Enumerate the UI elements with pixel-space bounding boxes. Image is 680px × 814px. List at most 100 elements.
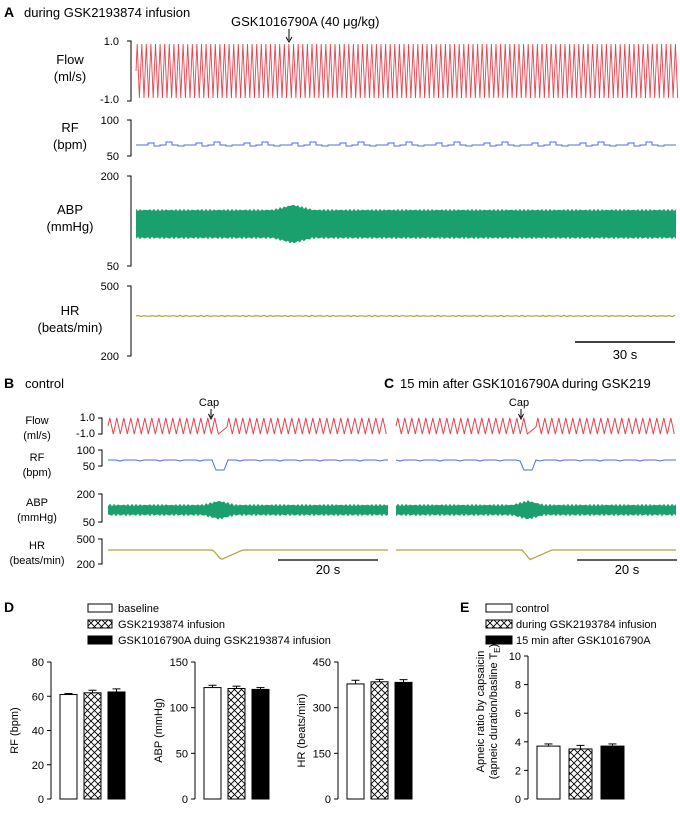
bar-2-0 — [203, 687, 222, 800]
y-axis-label-close: ) — [488, 644, 500, 648]
bar-chart-3: 0 150 300 450 HR (beats/min) — [296, 657, 413, 806]
y-tick-label-1-2: 40 — [32, 726, 44, 738]
abp-scale-top: 200 — [101, 171, 119, 183]
b-flow-scale-bar — [98, 417, 103, 435]
panel-c: C 15 min after GSK1016790A during GSK219… — [384, 375, 677, 577]
flow-track-unit: (ml/s) — [54, 69, 87, 84]
panel-a: A during GSK2193874 infusion GSK1016790A… — [4, 4, 679, 363]
b-rf-scale-bar — [98, 449, 103, 467]
rf-scale-bar — [127, 119, 132, 157]
hr-track-label: HR — [61, 303, 80, 318]
rf-track-unit: (bpm) — [53, 137, 87, 152]
abp-scale-bar — [127, 175, 132, 267]
b-rf-unit: (bpm) — [23, 467, 52, 479]
b-abp-trace — [108, 501, 388, 520]
hr-scale-bottom: 200 — [101, 351, 119, 363]
y-tick-label-4-1: 2 — [515, 765, 521, 777]
rf-scale-top: 100 — [101, 115, 119, 127]
legend-d-label-2: GSK1016790A duing GSK2193874 infusion — [118, 635, 331, 647]
hr-track-unit: (beats/min) — [37, 320, 102, 335]
y-tick-label-3-1: 150 — [313, 748, 331, 760]
y-tick-label-4-0: 0 — [515, 794, 521, 806]
legend-e-swatch-gsk1016790a — [485, 635, 513, 645]
flow-scale-top: 1.0 — [104, 36, 119, 48]
b-hr-unit: (beats/min) — [9, 555, 64, 567]
y-tick-label-2-1: 50 — [176, 748, 188, 760]
legend-e-swatch-control — [485, 603, 513, 613]
b-rf-top: 100 — [77, 445, 95, 457]
bar-3-2 — [394, 681, 413, 800]
b-hr-top: 500 — [77, 534, 95, 546]
b-abp-label: ABP — [26, 497, 48, 509]
b-abp-top: 200 — [77, 489, 95, 501]
b-rf-label: RF — [30, 452, 45, 464]
b-hr-scale-bar — [98, 538, 103, 565]
injection-arrow-head — [285, 36, 293, 43]
b-cap-arrow-head — [208, 413, 214, 421]
b-abp-bottom: 50 — [83, 517, 95, 529]
legend-e-label-2: 15 min after GSK1016790A — [516, 635, 651, 647]
y-tick-label-1-3: 60 — [32, 691, 44, 703]
time-scale-label-b: 20 s — [316, 562, 341, 577]
y-tick-label-3-3: 450 — [313, 657, 331, 669]
y-tick-label-2-0: 0 — [182, 794, 188, 806]
y-axis-label-line1: Apneic ratio by capsaicin — [475, 651, 487, 773]
b-flow-trace — [107, 417, 387, 435]
time-scale-label-a: 30 s — [613, 347, 638, 362]
abp-track-label: ABP — [57, 202, 83, 217]
b-flow-unit: (ml/s) — [23, 430, 51, 442]
c-abp-trace — [396, 500, 676, 520]
y-tick-label-4-2: 4 — [515, 737, 521, 749]
b-hr-label: HR — [29, 540, 45, 552]
bar-2-2 — [251, 688, 270, 800]
injection-label: GSK1016790A (40 μg/kg) — [231, 14, 379, 29]
flow-trace — [135, 43, 679, 99]
bar-4-1 — [568, 748, 593, 800]
bar-chart-2: 0 50 100 150 ABP (mmHg) — [153, 657, 270, 806]
c-flow-trace — [395, 417, 675, 435]
flow-scale-bottom: -1.0 — [100, 94, 119, 106]
bar-4-0 — [536, 745, 561, 800]
y-tick-label-4-4: 8 — [515, 680, 521, 692]
panel-c-label: C — [384, 375, 394, 391]
panel-d: D baseline GSK2193874 infusion GSK101679… — [4, 599, 625, 806]
bar-chart-4: 0 2 4 6 8 10 Apneic ratio by capsaicin (apneic … — [475, 644, 625, 806]
legend-d-swatch-gsk1016790a — [87, 635, 113, 645]
abp-scale-bottom: 50 — [107, 261, 119, 273]
b-flow-label: Flow — [25, 415, 48, 427]
b-rf-trace — [108, 459, 388, 471]
y-tick-label-1-4: 80 — [32, 657, 44, 669]
b-rf-bottom: 50 — [83, 461, 95, 473]
y-tick-label-3-2: 300 — [313, 703, 331, 715]
y-tick-label-4-3: 6 — [515, 708, 521, 720]
b-hr-bottom: 200 — [77, 559, 95, 571]
y-tick-label-2-3: 150 — [170, 657, 188, 669]
bar-2-1 — [227, 687, 246, 800]
y-tick-label-1-0: 0 — [38, 794, 44, 806]
b-cap-label: Cap — [199, 397, 219, 409]
time-scale-label-c: 20 s — [615, 562, 640, 577]
legend-d-label-1: GSK2193874 infusion — [118, 619, 225, 631]
legend-d-swatch-baseline — [87, 603, 113, 613]
b-hr-trace — [108, 549, 388, 560]
legend-e-label-0: control — [516, 603, 549, 615]
bar-chart-1: 0 20 40 60 80 RF (bpm) — [9, 657, 126, 806]
panel-c-title: 15 min after GSK1016790A during GSK219 — [400, 376, 651, 391]
panel-b-title: control — [25, 376, 64, 391]
y-tick-label-3-0: 0 — [325, 794, 331, 806]
panel-e-label: E — [460, 599, 469, 615]
panel-b: B control Flow (ml/s) RF (bpm) ABP (mmHg… — [4, 375, 388, 577]
c-cap-arrow-head — [518, 413, 524, 421]
legend-e-swatch-gsk2193784 — [485, 619, 513, 629]
y-axis-label-subscript: E — [493, 647, 502, 652]
hr-scale-bar — [127, 285, 132, 357]
hr-scale-top: 500 — [101, 281, 119, 293]
rf-scale-bottom: 50 — [107, 151, 119, 163]
y-axis-label-line2-text: (apneic duration/basline T — [488, 653, 500, 780]
y-tick-label-4-5: 10 — [509, 651, 521, 663]
b-abp-unit: (mmHg) — [17, 512, 57, 524]
abp-track-unit: (mmHg) — [47, 219, 94, 234]
y-axis-label-3: HR (beats/min) — [296, 694, 308, 768]
